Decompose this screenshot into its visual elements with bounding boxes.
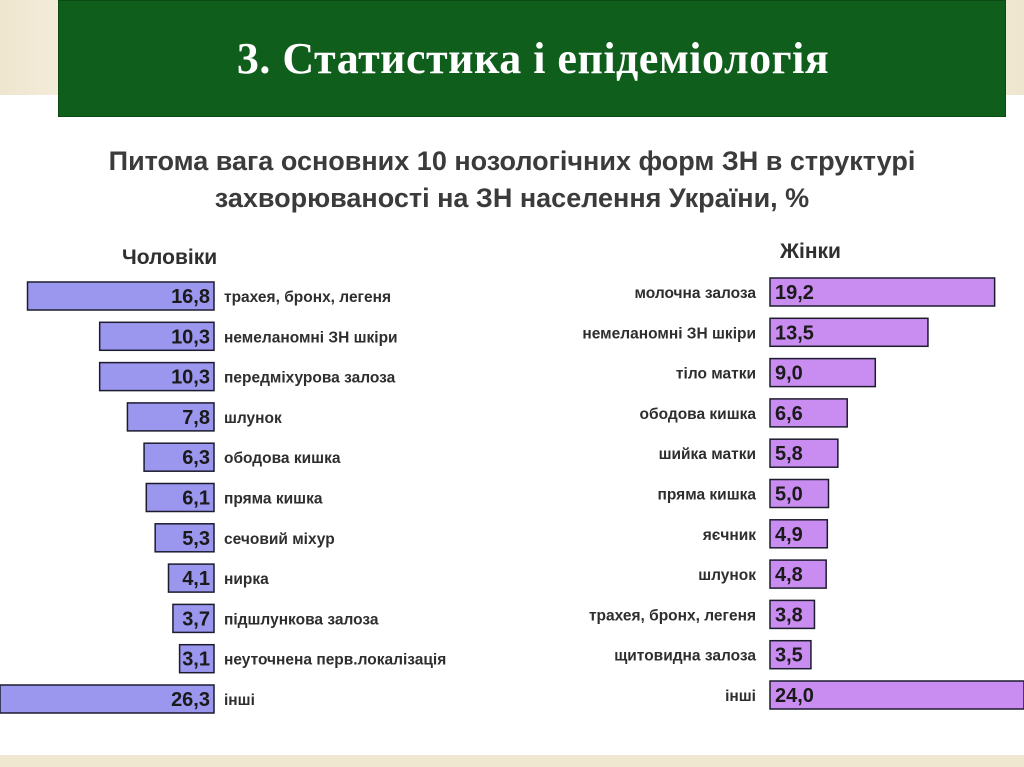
men-value-label: 5,3: [182, 528, 210, 550]
men-bar: [143, 442, 215, 472]
women-value-label: 5,8: [775, 443, 803, 465]
women-value-label: 9,0: [775, 363, 803, 385]
slide-title: 3. Статистика і епідеміологія: [236, 34, 830, 83]
women-category-label: яєчник: [703, 527, 756, 544]
men-value-label: 7,8: [182, 407, 210, 429]
men-category-label: пряма кишка: [224, 491, 323, 508]
women-bar: [769, 639, 812, 670]
men-value-label: 10,3: [171, 326, 210, 348]
men-bar: [26, 281, 215, 311]
women-category-label: немеланомні ЗН шкіри: [582, 325, 756, 342]
men-value-label: 6,3: [182, 447, 210, 469]
men-category-label: передміхурова залоза: [224, 370, 396, 387]
men-category-label: ободова кишка: [224, 450, 341, 467]
slide-title-bar: 3. Статистика і епідеміологія: [58, 0, 1006, 117]
women-category-label: трахея, бронх, легеня: [589, 607, 756, 624]
men-category-label: неуточнена перв.локалізація: [224, 652, 446, 669]
men-bar: [167, 563, 215, 593]
women-category-label: інші: [725, 688, 756, 705]
chart-title: Питома вага основних 10 нозологічних фор…: [108, 146, 916, 213]
men-value-label: 3,7: [182, 608, 210, 630]
women-bar: [769, 277, 996, 307]
women-category-label: пряма кишка: [658, 487, 757, 504]
men-category-label: немеланомні ЗН шкіри: [224, 329, 398, 346]
women-value-label: 24,0: [775, 685, 814, 707]
men-bar: [178, 643, 215, 674]
women-bar: [769, 559, 827, 589]
women-value-label: 13,5: [775, 322, 814, 344]
women-value-label: 4,9: [775, 524, 803, 546]
women-bar: [769, 680, 1024, 710]
men-value-label: 10,3: [171, 367, 210, 389]
women-bar: [769, 357, 877, 388]
women-panel-label: Жінки: [780, 240, 841, 263]
men-bar: [98, 321, 215, 352]
men-category-label: сечовий міхур: [224, 531, 335, 548]
women-value-label: 4,8: [775, 564, 803, 586]
men-category-label: шлунок: [224, 410, 282, 427]
women-bar: [769, 317, 929, 348]
men-bar: [145, 482, 215, 513]
men-value-label: 16,8: [171, 286, 210, 308]
men-bar: [126, 402, 215, 432]
men-category-label: інші: [224, 692, 255, 709]
women-bar: [769, 519, 829, 549]
men-bar: [98, 361, 215, 392]
women-bar: [769, 438, 839, 468]
men-bar: [154, 523, 215, 553]
women-category-label: молочна залоза: [634, 285, 756, 302]
men-category-label: трахея, бронх, легеня: [224, 289, 391, 306]
men-category-label: підшлункова залоза: [224, 611, 379, 628]
men-bar: [172, 603, 215, 634]
women-category-label: тіло матки: [676, 366, 756, 383]
women-value-label: 5,0: [775, 484, 803, 506]
women-category-label: щитовидна залоза: [614, 648, 756, 665]
men-category-label: нирка: [224, 571, 269, 588]
women-category-label: шлунок: [698, 567, 756, 584]
women-bar: [769, 599, 816, 630]
men-bar: [0, 684, 215, 714]
women-category-label: ободова кишка: [640, 406, 757, 423]
women-bar: [769, 478, 830, 509]
men-value-label: 6,1: [182, 488, 210, 510]
women-value-label: 6,6: [775, 403, 803, 425]
bottom-strip: [0, 755, 1024, 767]
women-value-label: 3,5: [775, 645, 803, 667]
men-value-label: 26,3: [171, 689, 210, 711]
women-category-label: шийка матки: [659, 446, 756, 463]
women-value-label: 19,2: [775, 282, 814, 304]
men-value-label: 4,1: [182, 568, 210, 590]
men-value-label: 3,1: [182, 649, 210, 671]
men-panel-label: Чоловіки: [122, 246, 218, 269]
women-bar: [769, 398, 848, 428]
women-value-label: 3,8: [775, 604, 803, 626]
